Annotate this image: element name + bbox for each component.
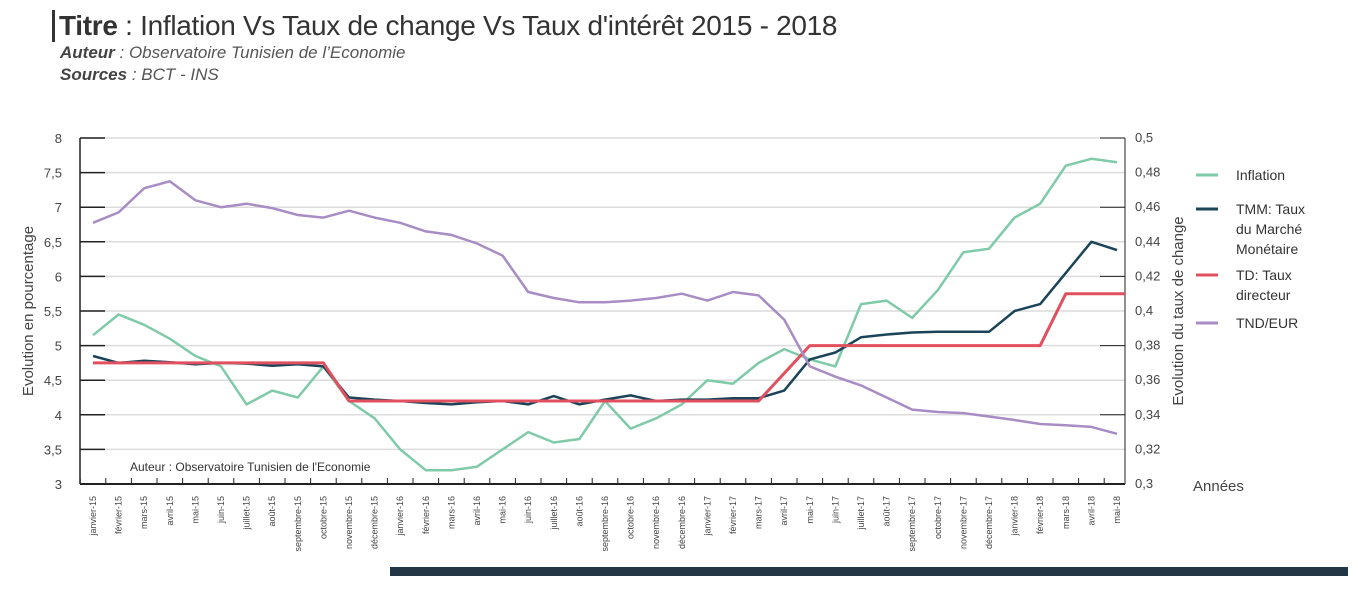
x-tick-label: septembre-17 — [907, 496, 917, 552]
x-tick-label: janvier-15 — [88, 496, 98, 537]
legend-label-3: TND/EUR — [1236, 315, 1298, 331]
y-tick-label: 3,5 — [44, 442, 62, 457]
legend-label-0: Inflation — [1236, 167, 1285, 183]
x-tick-label: mai-16 — [498, 496, 508, 524]
series-line-3 — [92, 180, 1118, 436]
y2-axis-title: Evolution du taux de change — [1170, 216, 1187, 405]
x-tick-label: février-18 — [1035, 496, 1045, 534]
footer-bar — [390, 567, 1348, 576]
y-axis-title: Evolution en pourcentage — [20, 226, 37, 396]
x-tick-label: juin-17 — [830, 496, 840, 524]
x-tick-label: mars-16 — [446, 496, 456, 529]
x-tick-label: octobre-15 — [318, 496, 328, 539]
x-tick-label: mai-15 — [190, 496, 200, 524]
x-tick-label: octobre-17 — [933, 496, 943, 539]
x-tick-label: mai-18 — [1112, 496, 1122, 524]
chart-header: Titre : Inflation Vs Taux de change Vs T… — [52, 10, 837, 86]
y2-tick-label: 0,4 — [1135, 303, 1153, 318]
x-tick-label: juillet-17 — [856, 496, 866, 531]
x-tick-label: juin-16 — [523, 496, 533, 524]
page-title: Titre : Inflation Vs Taux de change Vs T… — [52, 10, 837, 42]
y2-tick-label: 0,48 — [1135, 165, 1160, 180]
x-tick-label: avril-16 — [472, 496, 482, 526]
author-label: Auteur — [60, 43, 115, 62]
author-line: Auteur : Observatoire Tunisien de l’Econ… — [60, 43, 406, 62]
x-tick-label: janvier-16 — [395, 496, 405, 537]
sources-line: Sources : BCT - INS — [60, 65, 219, 84]
x-tick-label: avril-17 — [779, 496, 789, 526]
y2-tick-label: 0,32 — [1135, 441, 1160, 456]
x-tick-label: novembre-17 — [958, 496, 968, 549]
x-tick-label: mars-18 — [1061, 496, 1071, 529]
y-tick-label: 3 — [55, 477, 62, 492]
y-tick-label: 4,5 — [44, 373, 62, 388]
y-tick-label: 7,5 — [44, 166, 62, 181]
y2-tick-label: 0,3 — [1135, 476, 1153, 491]
y2-tick-label: 0,5 — [1135, 130, 1153, 145]
y2-tick-label: 0,36 — [1135, 372, 1160, 387]
sources-text: BCT - INS — [141, 65, 219, 84]
y2-tick-label: 0,38 — [1135, 338, 1160, 353]
x-tick-label: avril-15 — [165, 496, 175, 526]
x-tick-label: décembre-15 — [370, 496, 380, 549]
x-tick-label: décembre-16 — [677, 496, 687, 549]
x-tick-label: mai-17 — [805, 496, 815, 524]
y-tick-label: 7 — [55, 200, 62, 215]
y-tick-label: 8 — [55, 131, 62, 146]
y-tick-label: 6 — [55, 269, 62, 284]
legend-label-1: TMM: Taux du Marché Monétaire — [1236, 201, 1305, 257]
x-tick-label: juin-15 — [216, 496, 226, 524]
title-text: Inflation Vs Taux de change Vs Taux d'in… — [140, 10, 838, 41]
x-tick-label: juillet-16 — [549, 496, 559, 531]
x-tick-label: novembre-15 — [344, 496, 354, 549]
x-tick-label: octobre-16 — [626, 496, 636, 539]
x-tick-label: novembre-16 — [651, 496, 661, 549]
x-tick-label: mars-17 — [754, 496, 764, 529]
x-tick-label: juillet-15 — [242, 496, 252, 531]
x-tick-label: décembre-17 — [984, 496, 994, 549]
x-tick-label: février-15 — [114, 496, 124, 534]
x-tick-label: février-17 — [728, 496, 738, 534]
x-tick-label: août-17 — [882, 496, 892, 527]
x-tick-label: septembre-15 — [293, 496, 303, 552]
x-tick-label: février-16 — [421, 496, 431, 534]
y2-tick-label: 0,42 — [1135, 268, 1160, 283]
y2-tick-label: 0,34 — [1135, 407, 1160, 422]
y-tick-label: 5 — [55, 339, 62, 354]
y2-tick-label: 0,46 — [1135, 199, 1160, 214]
series-line-0 — [92, 157, 1118, 472]
x-tick-label: avril-18 — [1086, 496, 1096, 526]
x-tick-label: août-16 — [574, 496, 584, 527]
x-axis-title: Années — [1193, 478, 1244, 495]
sources-label: Sources — [60, 65, 128, 84]
legend-label-2: TD: Taux directeur — [1236, 267, 1292, 303]
x-tick-label: août-15 — [267, 496, 277, 527]
author-text: Observatoire Tunisien de l’Economie — [128, 43, 406, 62]
x-tick-label: janvier-18 — [1010, 496, 1020, 537]
y-tick-label: 6,5 — [44, 235, 62, 250]
y2-tick-label: 0,44 — [1135, 234, 1160, 249]
x-tick-label: septembre-16 — [600, 496, 610, 552]
chart-annotation: Auteur : Observatoire Tunisien de l'Econ… — [130, 460, 371, 474]
x-tick-label: mars-15 — [139, 496, 149, 529]
y-tick-label: 5,5 — [44, 304, 62, 319]
y-tick-label: 4 — [55, 408, 62, 423]
series-line-2 — [93, 292, 1125, 403]
title-label: Titre — [59, 10, 118, 41]
x-tick-label: janvier-17 — [702, 496, 712, 537]
